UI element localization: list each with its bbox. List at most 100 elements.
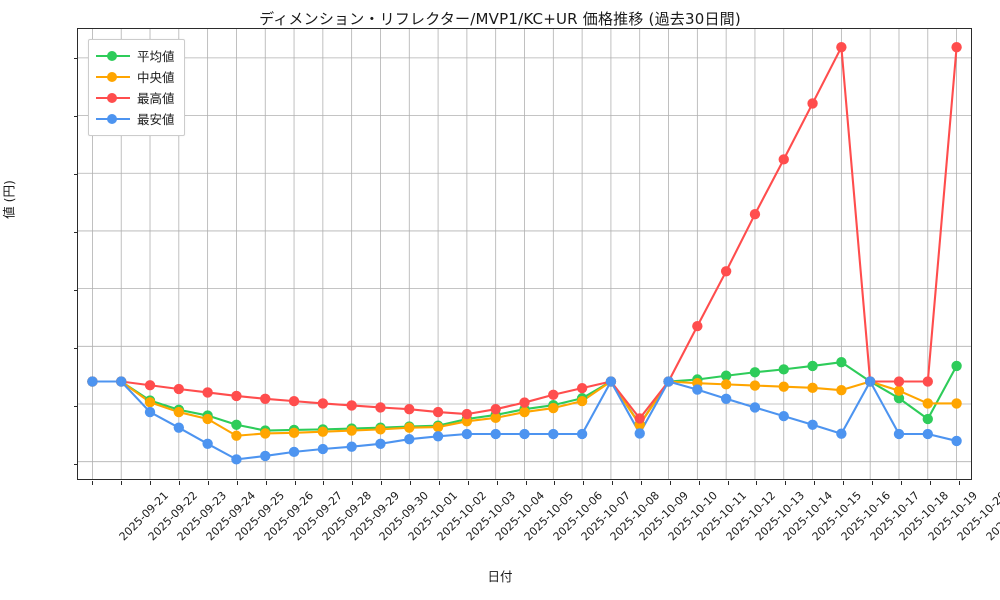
data-point-marker — [720, 379, 732, 390]
y-tick-mark — [74, 347, 78, 349]
data-point-marker — [202, 387, 213, 398]
data-point-marker — [231, 430, 242, 441]
data-point-marker — [836, 428, 847, 439]
data-point-marker — [778, 364, 789, 375]
x-tick-mark — [265, 481, 267, 485]
data-point-marker — [807, 419, 818, 430]
x-tick-mark — [150, 481, 152, 485]
legend-marker-icon — [96, 71, 130, 83]
x-tick-mark — [583, 481, 585, 485]
data-point-marker — [288, 446, 300, 458]
legend-label: 中央値 — [137, 70, 175, 85]
y-tick-mark — [74, 231, 78, 233]
x-tick-mark — [814, 481, 816, 485]
x-tick-mark — [612, 481, 614, 485]
data-point-marker — [173, 383, 185, 395]
data-point-marker — [432, 421, 444, 433]
legend-marker-icon — [96, 50, 130, 62]
plot-area: 0200400600800100012001400 2025-09-212025… — [74, 28, 1000, 543]
x-tick-mark — [410, 481, 412, 485]
legend-label: 最高値 — [137, 91, 175, 106]
data-point-marker — [922, 428, 933, 440]
data-point-marker — [375, 402, 386, 413]
data-point-marker — [951, 435, 962, 447]
data-point-marker — [720, 393, 732, 404]
data-point-marker — [260, 428, 271, 439]
data-point-marker — [317, 426, 329, 437]
legend-item[interactable]: 最安値 — [96, 108, 175, 129]
x-tick-mark — [496, 481, 498, 485]
data-point-marker — [346, 400, 357, 411]
x-tick-mark — [785, 481, 787, 485]
legend-label: 最安値 — [137, 112, 175, 127]
data-point-marker — [346, 425, 357, 436]
chart-legend: 平均値中央値最高値最安値 — [88, 39, 185, 136]
data-point-marker — [231, 419, 242, 430]
series-line — [91, 46, 958, 420]
x-tick-mark — [958, 481, 960, 485]
data-point-marker — [144, 380, 156, 391]
data-point-marker — [951, 398, 962, 409]
x-tick-mark — [323, 481, 325, 485]
data-point-marker — [87, 376, 98, 387]
data-point-marker — [922, 376, 933, 387]
legend-item[interactable]: 平均値 — [96, 45, 175, 66]
x-tick-mark — [467, 481, 469, 485]
data-point-marker — [260, 393, 271, 404]
data-point-marker — [720, 266, 732, 277]
data-point-marker — [519, 397, 530, 408]
legend-item[interactable]: 中央値 — [96, 66, 175, 87]
data-point-marker — [548, 402, 559, 414]
data-point-marker — [519, 428, 530, 440]
x-tick-mark — [900, 481, 902, 485]
y-tick-mark — [74, 115, 78, 117]
grid-lines — [78, 29, 971, 479]
legend-marker-icon — [96, 92, 130, 104]
data-point-marker — [490, 428, 501, 440]
x-tick-mark — [381, 481, 383, 485]
data-point-marker — [432, 431, 444, 442]
data-point-marker — [116, 376, 127, 387]
data-point-marker — [202, 413, 213, 425]
data-point-marker — [922, 413, 933, 425]
x-tick-mark — [871, 481, 873, 485]
data-point-marker — [260, 450, 271, 462]
data-point-marker — [404, 434, 415, 445]
data-point-marker — [288, 395, 300, 407]
data-point-marker — [548, 428, 559, 440]
data-point-marker — [749, 209, 761, 220]
data-point-marker — [202, 438, 213, 449]
data-point-marker — [576, 395, 588, 407]
data-point-marker — [778, 154, 789, 165]
data-point-marker — [173, 422, 185, 433]
data-point-marker — [692, 384, 703, 395]
x-tick-mark — [207, 481, 209, 485]
data-point-marker — [231, 454, 242, 465]
legend-marker-icon — [96, 113, 130, 125]
data-point-marker — [490, 412, 501, 424]
data-point-marker — [375, 424, 386, 435]
data-point-marker — [922, 398, 933, 409]
x-tick-mark — [843, 481, 845, 485]
data-point-marker — [951, 360, 962, 372]
data-point-marker — [807, 98, 818, 109]
legend-label: 平均値 — [137, 49, 175, 64]
data-point-marker — [288, 427, 300, 439]
data-point-marker — [951, 41, 962, 53]
x-tick-mark — [236, 481, 238, 485]
x-tick-mark — [554, 481, 556, 485]
data-point-marker — [749, 402, 761, 413]
legend-item[interactable]: 最高値 — [96, 87, 175, 108]
data-series-layer — [87, 41, 962, 465]
data-point-marker — [749, 367, 761, 378]
data-point-marker — [836, 384, 847, 396]
data-point-marker — [404, 422, 415, 433]
data-point-marker — [836, 356, 847, 368]
y-tick-mark — [74, 405, 78, 407]
x-tick-mark — [640, 481, 642, 485]
x-tick-mark — [179, 481, 181, 485]
data-point-marker — [519, 406, 530, 418]
data-point-marker — [807, 382, 818, 394]
data-point-marker — [461, 408, 473, 420]
